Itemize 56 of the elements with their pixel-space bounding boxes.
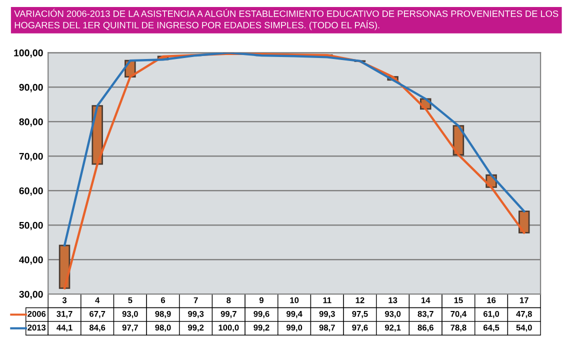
data-label: 99,2 [188,324,204,332]
x-tick-label: 6 [160,297,166,304]
data-label: 92,1 [384,324,401,332]
data-label: 99,4 [286,310,302,318]
x-tick-label: 10 [290,297,299,304]
y-tick-label: 90,00 [19,84,43,92]
x-tick-label: 13 [388,297,398,304]
y-tick-label: 80,00 [19,118,43,127]
x-tick-label: 3 [62,297,67,304]
y-tick-label: 100,00 [14,49,43,58]
x-tick-label: 14 [422,297,430,304]
x-tick-label: 16 [487,297,496,304]
x-tick-label: 7 [194,297,198,304]
data-label: 54,0 [516,324,532,332]
data-label: 93,0 [122,310,138,318]
data-label: 97,6 [352,324,368,332]
data-label: 99,3 [188,310,204,318]
x-tick-label: 4 [95,297,100,304]
legend-label: 2006 [28,310,46,317]
y-tick-label: 70,00 [19,152,43,162]
data-label: 99,0 [286,324,302,332]
data-label: 31,7 [56,310,72,318]
data-label: 99,3 [319,310,335,318]
x-tick-label: 11 [323,297,332,304]
legend-label: 2013 [28,324,46,331]
data-label: 97,5 [352,310,368,318]
data-label: 99,6 [254,310,270,318]
data-label: 61,0 [483,310,500,318]
y-tick-label: 50,00 [19,222,43,230]
data-label: 70,4 [450,310,467,318]
data-label: 67,7 [90,310,106,318]
data-label: 78,8 [450,324,466,332]
data-label: 84,6 [90,324,106,332]
y-tick-label: 40,00 [19,256,43,265]
data-label: 97,7 [122,324,138,332]
data-label: 98,7 [319,324,335,332]
data-label: 98,0 [155,324,171,332]
chart-title: VARIACIÓN 2006-2013 DE LA ASISTENCIA A ALGÚN ESTABLECIMIENTO EDUCATIVO DE PERSONAS PROVENIENTES DE LOS HOGARES DEL 1ER QUINTIL DE INGRESO POR EDADES SIMPLES. (TODO EL PAÍS). [14,8,558,30]
x-tick-label: 8 [226,297,231,304]
data-label: 99,7 [220,310,236,318]
data-label: 83,7 [418,310,434,318]
data-label: 47,8 [516,310,532,318]
x-tick-label: 17 [520,297,528,304]
x-tick-label: 9 [259,297,264,304]
x-tick-label: 5 [128,297,132,304]
data-label: 44,1 [56,324,72,332]
data-label: 99,2 [254,324,270,332]
data-label: 64,5 [483,324,500,332]
x-tick-label: 12 [356,297,364,304]
y-tick-label: 60,00 [19,187,43,196]
x-tick-label: 15 [454,297,463,304]
data-label: 100,0 [218,324,239,332]
data-label: 86,6 [418,324,434,332]
data-label: 98,9 [155,310,171,318]
data-label: 93,0 [384,310,401,318]
y-tick-label: 30,00 [19,290,43,300]
